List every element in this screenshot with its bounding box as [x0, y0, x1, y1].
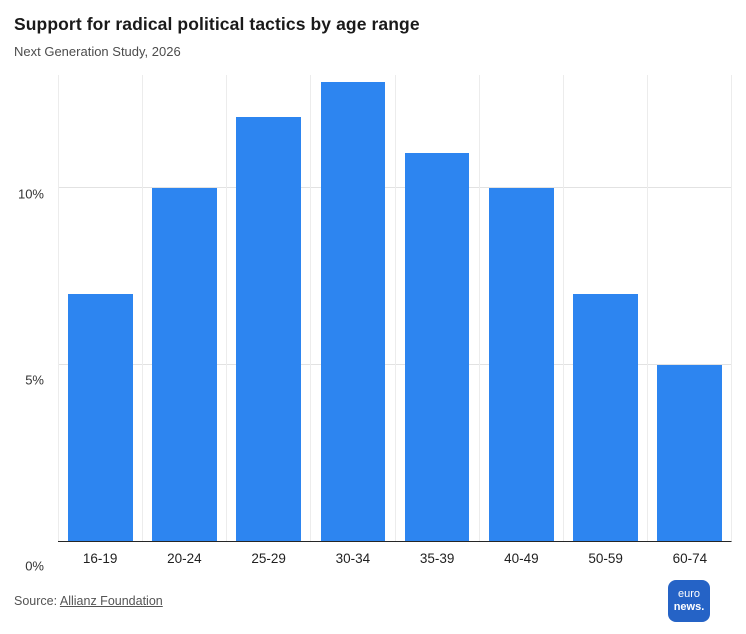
bar-40-49[interactable]	[488, 187, 554, 541]
source-line: Source: Allianz Foundation	[14, 594, 163, 608]
y-axis-labels: 0% 5% 10%	[14, 75, 44, 574]
plot-column	[562, 75, 647, 541]
x-tick-label: 60-74	[672, 551, 708, 566]
plot-column	[646, 75, 731, 541]
plot-column	[142, 75, 226, 541]
plot-column	[310, 75, 394, 541]
chart-title: Support for radical political tactics by…	[14, 14, 420, 34]
plot-column	[58, 75, 142, 541]
plot-column	[394, 75, 479, 541]
euronews-logo-line1: euro	[677, 588, 701, 600]
plot-column	[226, 75, 310, 541]
plot-area	[58, 75, 732, 542]
bar-columns	[58, 75, 731, 541]
x-tick-label: 16-19	[82, 551, 118, 566]
chart-subtitle: Next Generation Study, 2026	[14, 44, 181, 59]
x-axis-labels: 16-19 20-24 25-29 30-34 35-39 40-49 50-59 60-74	[58, 542, 732, 566]
bar-30-34[interactable]	[320, 82, 386, 541]
x-tick-label: 25-29	[251, 551, 286, 566]
y-tick-label: 10%	[17, 186, 44, 202]
x-tick-label: 30-34	[335, 551, 371, 566]
bar-20-24[interactable]	[152, 187, 218, 541]
y-tick-label: 0%	[25, 558, 44, 574]
x-tick-label: 35-39	[419, 551, 455, 566]
x-tick-label: 20-24	[167, 551, 202, 566]
x-tick-label: 50-59	[588, 551, 623, 566]
bar-35-39[interactable]	[404, 152, 470, 541]
euronews-logo: euro news.	[668, 580, 710, 622]
bar-25-29[interactable]	[236, 117, 302, 541]
source-prefix: Source:	[14, 594, 58, 608]
x-tick-label: 40-49	[504, 551, 539, 566]
bar-50-59[interactable]	[572, 293, 638, 541]
bar-chart: 0% 5% 10% 16-19 20-24 25-29 30-34 35-39 40-49 50…	[14, 75, 732, 574]
plot-column	[478, 75, 563, 541]
bar-16-19[interactable]	[68, 293, 133, 541]
euronews-logo-line2: news.	[673, 601, 705, 613]
y-tick-label: 5%	[25, 372, 44, 388]
source-link[interactable]: Allianz Foundation	[59, 594, 163, 608]
bar-60-74[interactable]	[657, 364, 722, 541]
